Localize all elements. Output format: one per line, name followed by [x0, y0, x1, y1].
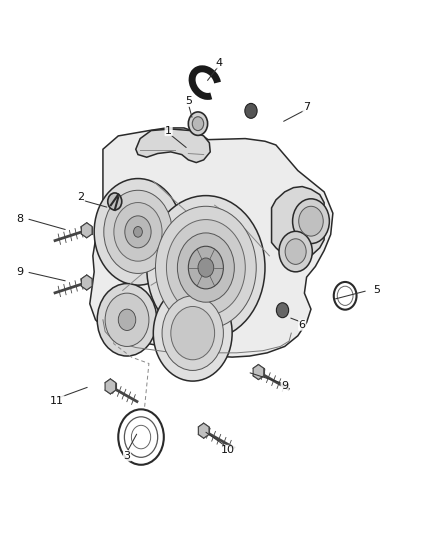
Text: 9: 9: [16, 267, 23, 277]
Polygon shape: [90, 128, 333, 357]
Text: 7: 7: [303, 102, 310, 111]
Circle shape: [118, 309, 136, 330]
Circle shape: [171, 306, 215, 360]
Text: 10: 10: [221, 446, 235, 455]
Text: 11: 11: [50, 396, 64, 406]
Text: 6: 6: [299, 320, 306, 330]
Text: 3: 3: [124, 451, 131, 461]
Polygon shape: [253, 365, 264, 379]
Circle shape: [299, 206, 323, 236]
Circle shape: [97, 284, 157, 356]
Text: 1: 1: [165, 126, 172, 135]
Polygon shape: [136, 129, 210, 163]
Circle shape: [177, 233, 234, 302]
Circle shape: [293, 199, 329, 244]
Text: 9: 9: [281, 382, 288, 391]
Circle shape: [125, 216, 151, 248]
Circle shape: [192, 117, 204, 131]
Text: 4: 4: [215, 58, 223, 68]
Circle shape: [134, 227, 142, 237]
Polygon shape: [81, 223, 92, 238]
Polygon shape: [198, 423, 209, 438]
Polygon shape: [105, 379, 116, 394]
Circle shape: [188, 246, 223, 289]
Text: 2: 2: [78, 192, 85, 202]
Circle shape: [104, 190, 172, 273]
Circle shape: [279, 231, 312, 272]
Circle shape: [245, 103, 257, 118]
Text: 5: 5: [373, 286, 380, 295]
Circle shape: [276, 303, 289, 318]
Text: 8: 8: [16, 214, 23, 223]
Circle shape: [147, 196, 265, 340]
Circle shape: [105, 293, 149, 346]
Text: 5: 5: [185, 96, 192, 106]
Circle shape: [188, 112, 208, 135]
Polygon shape: [272, 187, 324, 259]
Circle shape: [153, 285, 232, 381]
Circle shape: [162, 296, 223, 370]
Circle shape: [166, 220, 245, 316]
Polygon shape: [81, 275, 92, 290]
Circle shape: [155, 206, 256, 329]
Circle shape: [108, 193, 122, 210]
Circle shape: [198, 258, 214, 277]
Circle shape: [285, 239, 306, 264]
Circle shape: [94, 179, 182, 285]
Circle shape: [114, 203, 162, 261]
